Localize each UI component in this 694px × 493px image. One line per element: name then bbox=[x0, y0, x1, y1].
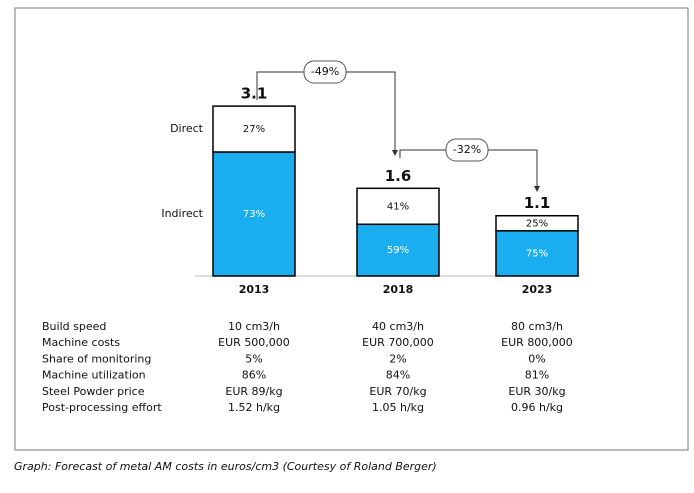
table-cell: 1.05 h/kg bbox=[372, 401, 424, 414]
table-cell: 81% bbox=[525, 369, 549, 382]
segment-label: 73% bbox=[243, 209, 265, 220]
segment-label: 27% bbox=[243, 124, 265, 135]
total-label: 3.1 bbox=[241, 85, 268, 103]
table-cell: EUR 70/kg bbox=[369, 385, 426, 398]
table-row-label: Steel Powder price bbox=[42, 385, 145, 398]
caption: Graph: Forecast of metal AM costs in eur… bbox=[14, 460, 437, 473]
total-label: 1.6 bbox=[385, 167, 412, 185]
table-cell: 10 cm3/h bbox=[228, 320, 280, 333]
segment-label: 41% bbox=[387, 201, 409, 212]
x-tick-label: 2023 bbox=[522, 283, 553, 296]
bar-segment bbox=[212, 105, 296, 153]
table-cell: 86% bbox=[242, 369, 266, 382]
bar-segment bbox=[212, 151, 296, 277]
frame bbox=[14, 7, 689, 451]
table-cell: EUR 800,000 bbox=[501, 336, 573, 349]
annotation-box bbox=[303, 60, 347, 84]
table-cell: EUR 30/kg bbox=[508, 385, 565, 398]
segment-label: 75% bbox=[526, 248, 548, 259]
bar-segment bbox=[356, 187, 440, 226]
table-row-label: Share of monitoring bbox=[42, 352, 151, 365]
table-cell: 40 cm3/h bbox=[372, 320, 424, 333]
table-row-label: Machine utilization bbox=[42, 369, 146, 382]
table-cell: 84% bbox=[386, 369, 410, 382]
table-cell: EUR 500,000 bbox=[218, 336, 290, 349]
table-cell: 2% bbox=[389, 352, 406, 365]
x-tick-label: 2018 bbox=[383, 283, 414, 296]
legend-label: Direct bbox=[170, 122, 204, 135]
bar-segment bbox=[495, 214, 579, 232]
table-cell: EUR 89/kg bbox=[225, 385, 282, 398]
table-row-label: Machine costs bbox=[42, 336, 120, 349]
table-row-label: Post-processing effort bbox=[42, 401, 162, 414]
segment-label: 25% bbox=[526, 218, 548, 229]
annotation: -32% bbox=[453, 143, 481, 156]
table-cell: 0.96 h/kg bbox=[511, 401, 563, 414]
arrow-head bbox=[534, 186, 540, 192]
arrow-head bbox=[392, 150, 398, 156]
x-tick-label: 2013 bbox=[239, 283, 270, 296]
segment-label: 59% bbox=[387, 245, 409, 256]
table-cell: 80 cm3/h bbox=[511, 320, 563, 333]
table-cell: 0% bbox=[528, 352, 545, 365]
annotation-box bbox=[445, 138, 489, 162]
table-cell: 5% bbox=[245, 352, 262, 365]
table-cell: 1.52 h/kg bbox=[228, 401, 280, 414]
table-cell: EUR 700,000 bbox=[362, 336, 434, 349]
table-row-label: Build speed bbox=[42, 320, 106, 333]
legend-label: Indirect bbox=[161, 207, 203, 220]
annotation: -49% bbox=[311, 65, 339, 78]
total-label: 1.1 bbox=[524, 194, 551, 212]
